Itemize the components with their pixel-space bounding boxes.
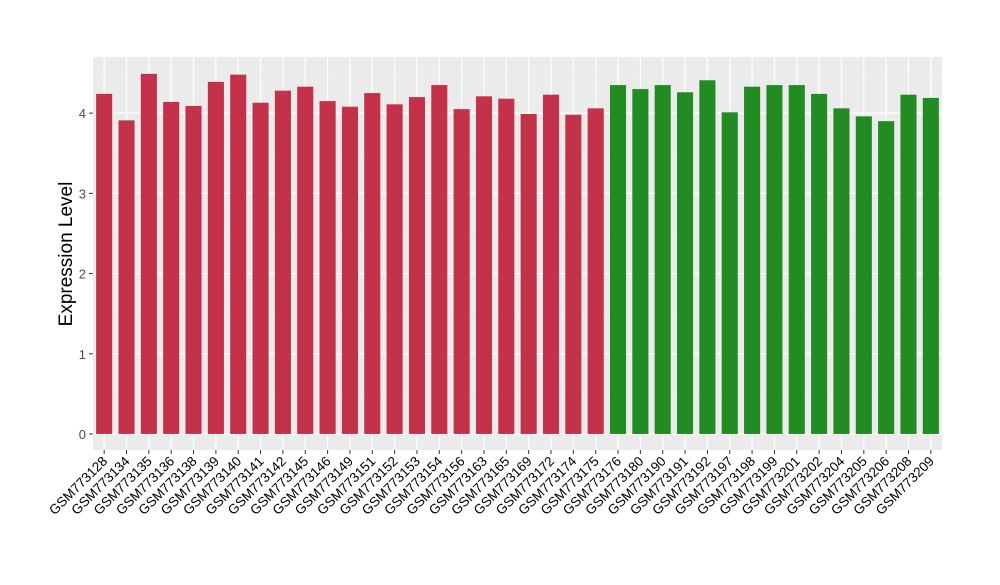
bar [408,97,426,434]
bar [721,112,738,434]
bar [811,93,828,434]
bar [453,109,470,434]
bar [788,85,805,434]
bar [207,81,224,434]
bar [185,105,202,434]
bar [677,92,694,434]
bar [587,108,604,434]
bar [699,80,716,434]
bar [96,93,113,434]
bar [274,90,291,434]
bar [386,104,403,434]
y-tick-label: 2 [79,267,86,282]
bar [922,97,939,434]
bar [855,116,872,434]
y-tick-label: 1 [79,347,86,362]
bar [542,94,560,434]
bar [252,102,269,434]
bar [654,85,671,434]
bar [833,108,850,434]
y-tick-label: 3 [79,186,86,201]
bar [744,86,761,434]
bar [520,113,537,434]
bar [163,101,180,434]
bar [118,120,135,434]
bar [297,86,314,434]
y-tick-label: 4 [79,106,86,121]
bar [230,74,247,434]
bar [319,101,336,434]
bar [766,85,783,434]
bar [878,121,895,434]
bar [609,85,627,434]
y-axis-label: Expression Level [56,182,77,327]
bar [140,73,157,434]
bar [900,94,917,434]
bar [498,98,515,434]
bar [632,89,649,434]
bar [475,96,493,434]
bar [341,106,358,434]
bar [431,85,448,434]
bar [364,93,381,434]
y-tick-label: 0 [79,427,86,442]
bar [565,114,582,434]
